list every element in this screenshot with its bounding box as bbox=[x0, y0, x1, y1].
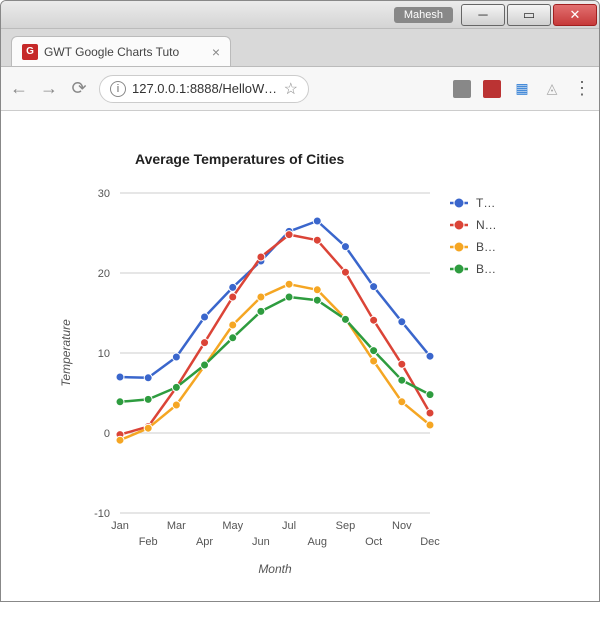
minimize-button[interactable]: ─ bbox=[461, 4, 505, 26]
browser-window: Mahesh ─ ▭ ✕ G GWT Google Charts Tuto × … bbox=[0, 0, 600, 602]
svg-text:-10: -10 bbox=[94, 508, 110, 520]
svg-text:10: 10 bbox=[98, 348, 110, 360]
svg-text:Dec: Dec bbox=[420, 536, 440, 548]
extension-icon-1[interactable] bbox=[453, 80, 471, 98]
svg-text:Temperature: Temperature bbox=[59, 319, 73, 387]
window-buttons: ─ ▭ ✕ bbox=[461, 4, 597, 26]
svg-text:May: May bbox=[222, 520, 243, 532]
svg-text:20: 20 bbox=[98, 268, 110, 280]
svg-text:Mar: Mar bbox=[167, 520, 186, 532]
menu-button[interactable]: ⋮ bbox=[573, 78, 591, 99]
svg-text:Nov: Nov bbox=[392, 520, 412, 532]
url-text: 127.0.0.1:8888/HelloWor… bbox=[132, 81, 278, 96]
svg-text:Apr: Apr bbox=[196, 536, 213, 548]
svg-text:30: 30 bbox=[98, 188, 110, 200]
bookmark-star-icon[interactable]: ☆ bbox=[284, 79, 298, 99]
svg-text:Aug: Aug bbox=[307, 536, 327, 548]
extension-icon-2[interactable] bbox=[483, 80, 501, 98]
reload-button[interactable]: ⟳ bbox=[69, 78, 89, 99]
svg-text:B…: B… bbox=[476, 262, 496, 276]
svg-text:B…: B… bbox=[476, 240, 496, 254]
svg-text:0: 0 bbox=[104, 428, 110, 440]
extension-icons: ▦ ◬ ⋮ bbox=[453, 78, 591, 99]
extension-icon-4[interactable]: ◬ bbox=[543, 80, 561, 98]
forward-button[interactable]: → bbox=[39, 78, 59, 99]
svg-text:T…: T… bbox=[476, 196, 495, 210]
svg-text:Jul: Jul bbox=[282, 520, 296, 532]
browser-tab[interactable]: G GWT Google Charts Tuto × bbox=[11, 36, 231, 66]
browser-toolbar: ← → ⟳ i 127.0.0.1:8888/HelloWor… ☆ ▦ ◬ ⋮ bbox=[1, 67, 599, 111]
svg-text:Feb: Feb bbox=[139, 536, 158, 548]
chart-title: Average Temperatures of Cities bbox=[135, 151, 570, 167]
svg-text:Jan: Jan bbox=[111, 520, 129, 532]
user-chip[interactable]: Mahesh bbox=[394, 7, 453, 23]
tab-title: GWT Google Charts Tuto bbox=[44, 45, 206, 59]
svg-text:Month: Month bbox=[258, 562, 292, 576]
svg-text:Jun: Jun bbox=[252, 536, 270, 548]
window-titlebar: Mahesh ─ ▭ ✕ bbox=[1, 1, 599, 29]
tab-strip: G GWT Google Charts Tuto × bbox=[1, 29, 599, 67]
svg-text:Sep: Sep bbox=[336, 520, 356, 532]
close-button[interactable]: ✕ bbox=[553, 4, 597, 26]
address-bar[interactable]: i 127.0.0.1:8888/HelloWor… ☆ bbox=[99, 75, 309, 103]
maximize-button[interactable]: ▭ bbox=[507, 4, 551, 26]
page-content: Average Temperatures of Cities -10 0 10 20 3… bbox=[1, 111, 599, 601]
tab-close-icon[interactable]: × bbox=[212, 44, 220, 60]
extension-icon-3[interactable]: ▦ bbox=[513, 80, 531, 98]
svg-text:Oct: Oct bbox=[365, 536, 382, 548]
chart-container: Average Temperatures of Cities -10 0 10 20 3… bbox=[30, 151, 570, 581]
favicon-icon: G bbox=[22, 44, 38, 60]
line-chart: -10 0 10 20 30 Jan Feb Mar Apr May Jun Jul Aug Sep Oct… bbox=[30, 173, 570, 583]
back-button[interactable]: ← bbox=[9, 78, 29, 99]
svg-text:N…: N… bbox=[476, 218, 497, 232]
site-info-icon[interactable]: i bbox=[110, 81, 126, 97]
